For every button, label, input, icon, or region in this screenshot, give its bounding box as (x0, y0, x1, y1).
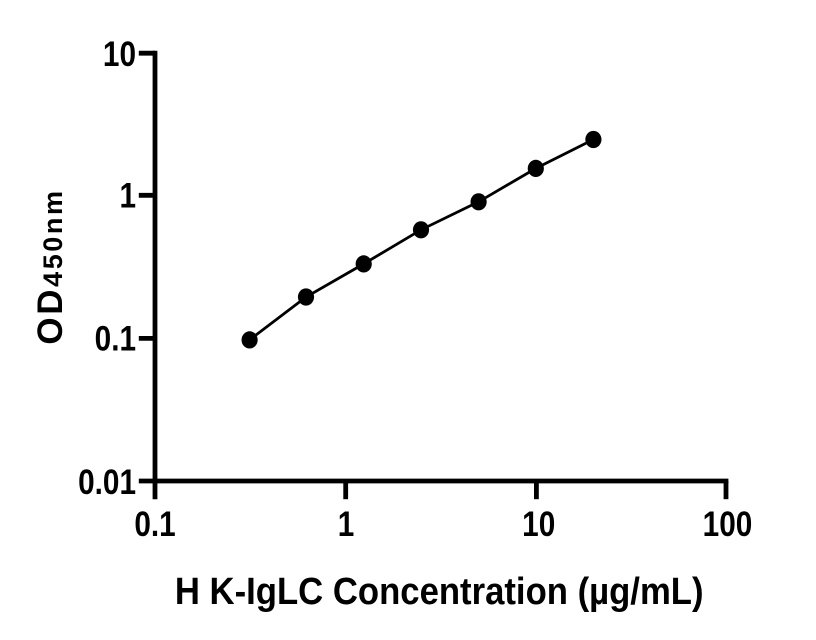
svg-text:0.1: 0.1 (95, 319, 136, 358)
svg-text:H K-IgLC Concentration (µg/mL): H K-IgLC Concentration (µg/mL) (175, 570, 704, 613)
svg-text:1: 1 (338, 505, 355, 544)
svg-text:10: 10 (522, 505, 555, 544)
svg-text:100: 100 (703, 505, 753, 544)
svg-text:0.01: 0.01 (78, 463, 136, 502)
svg-text:1: 1 (119, 176, 136, 215)
svg-text:0.1: 0.1 (134, 505, 175, 544)
svg-text:10: 10 (103, 35, 136, 74)
svg-text:OD450nm: OD450nm (31, 188, 70, 344)
